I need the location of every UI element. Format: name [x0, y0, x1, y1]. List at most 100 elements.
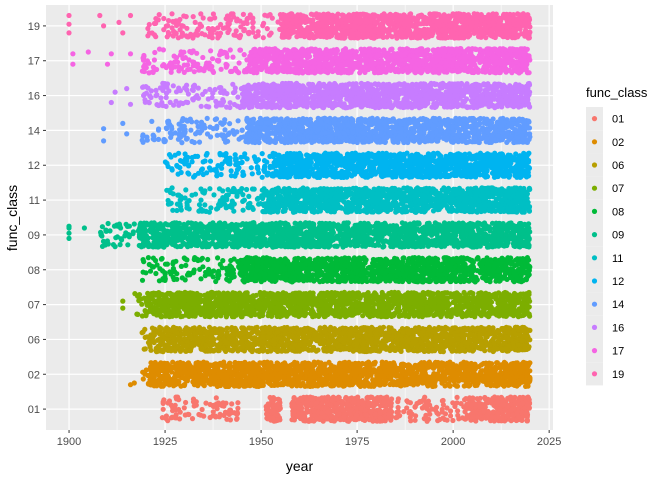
- data-point: [483, 339, 489, 345]
- data-point: [284, 378, 291, 384]
- data-point: [224, 383, 230, 389]
- data-point: [291, 370, 297, 376]
- data-point: [395, 404, 401, 411]
- data-point: [164, 337, 170, 343]
- data-point: [393, 373, 399, 379]
- data-point: [466, 383, 472, 389]
- data-point: [335, 366, 341, 372]
- data-point: [462, 397, 468, 403]
- data-point: [435, 418, 441, 424]
- data-point: [279, 347, 285, 353]
- data-point: [454, 394, 460, 400]
- data-point: [419, 341, 425, 347]
- data-point: [311, 408, 317, 414]
- data-point: [353, 412, 359, 418]
- data-point: [332, 339, 338, 345]
- data-point: [351, 398, 357, 404]
- data-point: [350, 348, 356, 354]
- data-point: [515, 342, 521, 348]
- data-point: [289, 333, 295, 339]
- data-point: [472, 382, 478, 389]
- data-point: [457, 376, 463, 382]
- data-point: [275, 396, 281, 402]
- data-point: [177, 348, 184, 354]
- data-point: [490, 409, 496, 415]
- data-point: [286, 366, 292, 372]
- data-point: [265, 334, 271, 340]
- data-point: [216, 347, 222, 354]
- data-point: [267, 368, 273, 374]
- data-point: [513, 374, 520, 380]
- data-point: [514, 324, 520, 330]
- data-point: [364, 360, 370, 366]
- data-point: [271, 403, 277, 409]
- data-point: [199, 406, 205, 413]
- data-point: [186, 365, 192, 371]
- data-point: [162, 343, 168, 349]
- data-point: [470, 348, 476, 354]
- data-point: [336, 382, 342, 388]
- data-point: [525, 395, 532, 401]
- data-point: [229, 401, 235, 407]
- data-point: [468, 331, 474, 338]
- data-point: [254, 330, 261, 336]
- data-point: [201, 359, 207, 365]
- data-point: [440, 371, 446, 377]
- data-point: [385, 414, 391, 420]
- data-point: [288, 344, 294, 350]
- data-point: [438, 363, 444, 369]
- data-point: [482, 396, 489, 402]
- data-point: [345, 402, 352, 408]
- data-point: [415, 328, 422, 334]
- data-point: [524, 418, 530, 424]
- data-point: [448, 413, 454, 419]
- data-point: [294, 325, 300, 331]
- data-points: [66, 11, 533, 424]
- data-point: [406, 347, 412, 353]
- data-point: [344, 377, 350, 383]
- data-point: [440, 332, 446, 338]
- data-point: [266, 415, 272, 421]
- data-point: [477, 395, 483, 401]
- data-point: [189, 342, 195, 348]
- data-point: [315, 359, 321, 365]
- data-point: [164, 369, 170, 375]
- data-point: [454, 383, 460, 389]
- data-point: [371, 402, 377, 408]
- data-point: [221, 403, 227, 409]
- data-point: [341, 414, 347, 420]
- data-point: [495, 414, 501, 420]
- data-point: [203, 342, 209, 348]
- data-point: [160, 406, 166, 412]
- data-point: [227, 347, 233, 353]
- data-point: [481, 344, 487, 350]
- data-point: [377, 415, 383, 421]
- data-point: [317, 366, 323, 372]
- data-point: [367, 395, 373, 401]
- data-point: [260, 347, 266, 353]
- data-point: [423, 347, 429, 353]
- data-point: [463, 415, 470, 421]
- data-point: [217, 382, 224, 389]
- data-point: [304, 370, 310, 376]
- data-point: [142, 334, 148, 340]
- data-point: [236, 331, 242, 337]
- data-point: [274, 417, 281, 423]
- data-point: [153, 349, 160, 355]
- data-point: [436, 375, 442, 381]
- data-point: [508, 394, 514, 400]
- data-point: [302, 342, 308, 349]
- data-point: [365, 325, 371, 331]
- data-point: [300, 412, 306, 418]
- data-point: [527, 337, 533, 343]
- data-point: [271, 336, 277, 343]
- data-point: [467, 326, 474, 332]
- data-point: [411, 348, 417, 354]
- data-point: [477, 404, 483, 410]
- data-point: [308, 396, 314, 402]
- series-01: [159, 394, 533, 424]
- data-point: [506, 330, 512, 336]
- data-point: [253, 363, 259, 369]
- data-point: [452, 374, 458, 380]
